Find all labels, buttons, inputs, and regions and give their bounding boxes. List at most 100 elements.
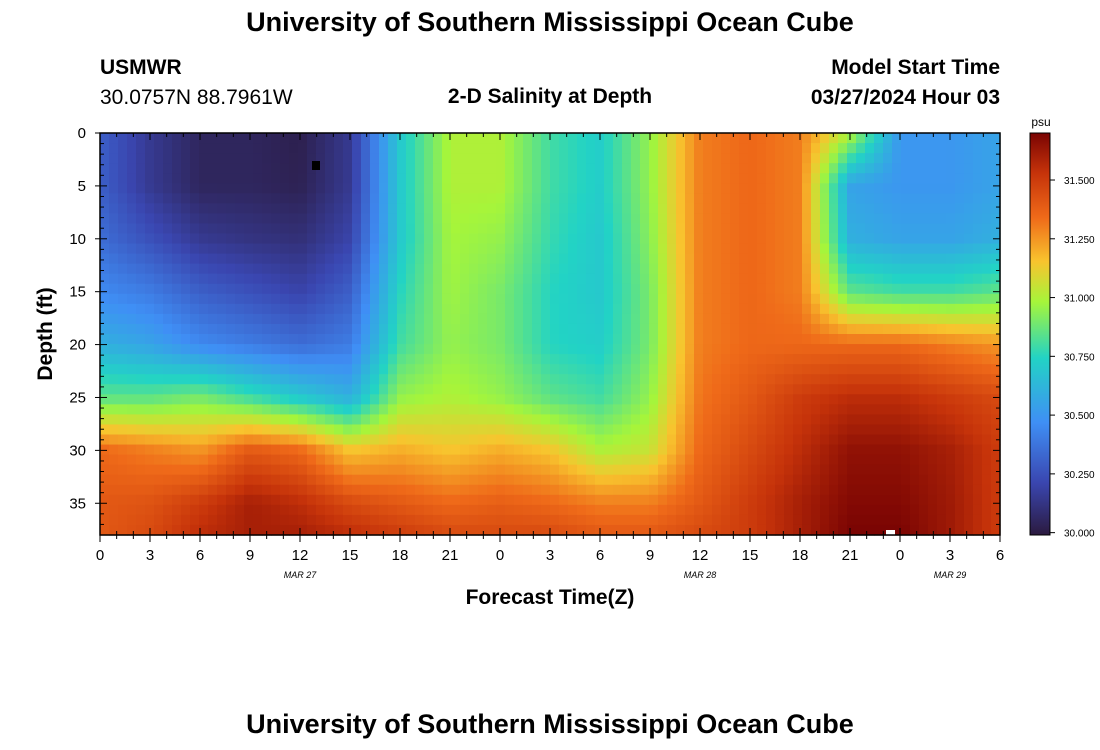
heatmap-cell <box>361 354 371 365</box>
heatmap-cell <box>442 253 452 265</box>
x-tick-label: 0 <box>96 547 104 564</box>
heatmap-cell <box>478 153 488 164</box>
heatmap-cell <box>730 273 740 285</box>
heatmap-cell <box>298 414 308 426</box>
heatmap-cell <box>766 253 776 265</box>
heatmap-cell <box>190 303 200 315</box>
heatmap-cell <box>721 273 731 285</box>
heatmap-cell <box>172 253 182 265</box>
heatmap-cell <box>802 434 812 446</box>
heatmap-cell <box>217 143 227 154</box>
heatmap-cell <box>685 183 695 194</box>
heatmap-cell <box>127 153 137 164</box>
heatmap-cell <box>892 173 902 184</box>
heatmap-cell <box>793 464 803 476</box>
heatmap-cell <box>892 474 902 486</box>
heatmap-cell <box>370 374 380 385</box>
heatmap-cell <box>694 434 704 446</box>
heatmap-cell <box>415 193 425 204</box>
heatmap-cell <box>289 223 299 235</box>
heatmap-cell <box>469 504 479 516</box>
heatmap-cell <box>874 303 884 315</box>
heatmap-cell <box>568 414 578 426</box>
heatmap-cell <box>775 364 785 375</box>
heatmap-cell <box>208 183 218 194</box>
heatmap-cell <box>361 183 371 194</box>
heatmap-cell <box>577 263 587 275</box>
heatmap-cell <box>703 203 713 214</box>
heatmap-cell <box>190 524 200 536</box>
heatmap-cell <box>595 384 605 395</box>
heatmap-cell <box>370 494 380 506</box>
heatmap-cell <box>793 163 803 174</box>
heatmap-cell <box>559 384 569 395</box>
heatmap-cell <box>244 364 254 375</box>
heatmap-cell <box>253 384 263 395</box>
heatmap-cell <box>442 263 452 275</box>
heatmap-cell <box>505 313 515 325</box>
heatmap-cell <box>694 303 704 315</box>
heatmap-cell <box>919 223 929 235</box>
heatmap-cell <box>973 434 983 446</box>
heatmap-cell <box>631 354 641 365</box>
heatmap-cell <box>883 163 893 174</box>
heatmap-cell <box>145 193 155 204</box>
heatmap-cell <box>865 293 875 305</box>
heatmap-cell <box>136 334 146 345</box>
heatmap-cell <box>775 163 785 174</box>
heatmap-cell <box>145 464 155 476</box>
heatmap-cell <box>937 454 947 466</box>
heatmap-cell <box>559 203 569 214</box>
heatmap-cell <box>910 424 920 436</box>
heatmap-cell <box>325 374 335 385</box>
heatmap-cell <box>532 173 542 184</box>
heatmap-cell <box>370 213 380 225</box>
heatmap-cell <box>208 273 218 285</box>
heatmap-cell <box>343 484 353 496</box>
heatmap-cell <box>874 374 884 385</box>
heatmap-cell <box>406 434 416 446</box>
heatmap-cell <box>640 173 650 184</box>
heatmap-cell <box>316 514 326 526</box>
heatmap-cell <box>217 434 227 446</box>
heatmap-cell <box>235 133 245 144</box>
heatmap-cell <box>604 153 614 164</box>
heatmap-cell <box>892 354 902 365</box>
heatmap-cell <box>703 173 713 184</box>
heatmap-cell <box>442 193 452 204</box>
heatmap-cell <box>559 253 569 265</box>
heatmap-cell <box>127 354 137 365</box>
heatmap-cell <box>280 193 290 204</box>
heatmap-cell <box>955 494 965 506</box>
heatmap-cell <box>514 203 524 214</box>
heatmap-cell <box>505 484 515 496</box>
heatmap-cell <box>604 524 614 536</box>
heatmap-cell <box>262 404 272 415</box>
heatmap-cell <box>694 484 704 496</box>
heatmap-cell <box>127 203 137 214</box>
heatmap-cell <box>136 364 146 375</box>
heatmap-cell <box>901 213 911 225</box>
heatmap-cell <box>415 273 425 285</box>
heatmap-cell <box>622 213 632 225</box>
heatmap-cell <box>118 163 128 174</box>
heatmap-cell <box>127 243 137 255</box>
heatmap-cell <box>298 364 308 375</box>
heatmap-cell <box>541 424 551 436</box>
heatmap-cell <box>694 394 704 405</box>
heatmap-cell <box>703 133 713 144</box>
heatmap-cell <box>514 434 524 446</box>
heatmap-cell <box>289 133 299 144</box>
heatmap-cell <box>244 313 254 325</box>
heatmap-cell <box>937 173 947 184</box>
heatmap-cell <box>388 384 398 395</box>
heatmap-cell <box>883 213 893 225</box>
heatmap-cell <box>505 464 515 476</box>
heatmap-cell <box>784 454 794 466</box>
heatmap-cell <box>424 464 434 476</box>
heatmap-cell <box>613 273 623 285</box>
heatmap-cell <box>802 484 812 496</box>
heatmap-cell <box>262 384 272 395</box>
heatmap-cell <box>775 434 785 446</box>
heatmap-cell <box>199 384 209 395</box>
